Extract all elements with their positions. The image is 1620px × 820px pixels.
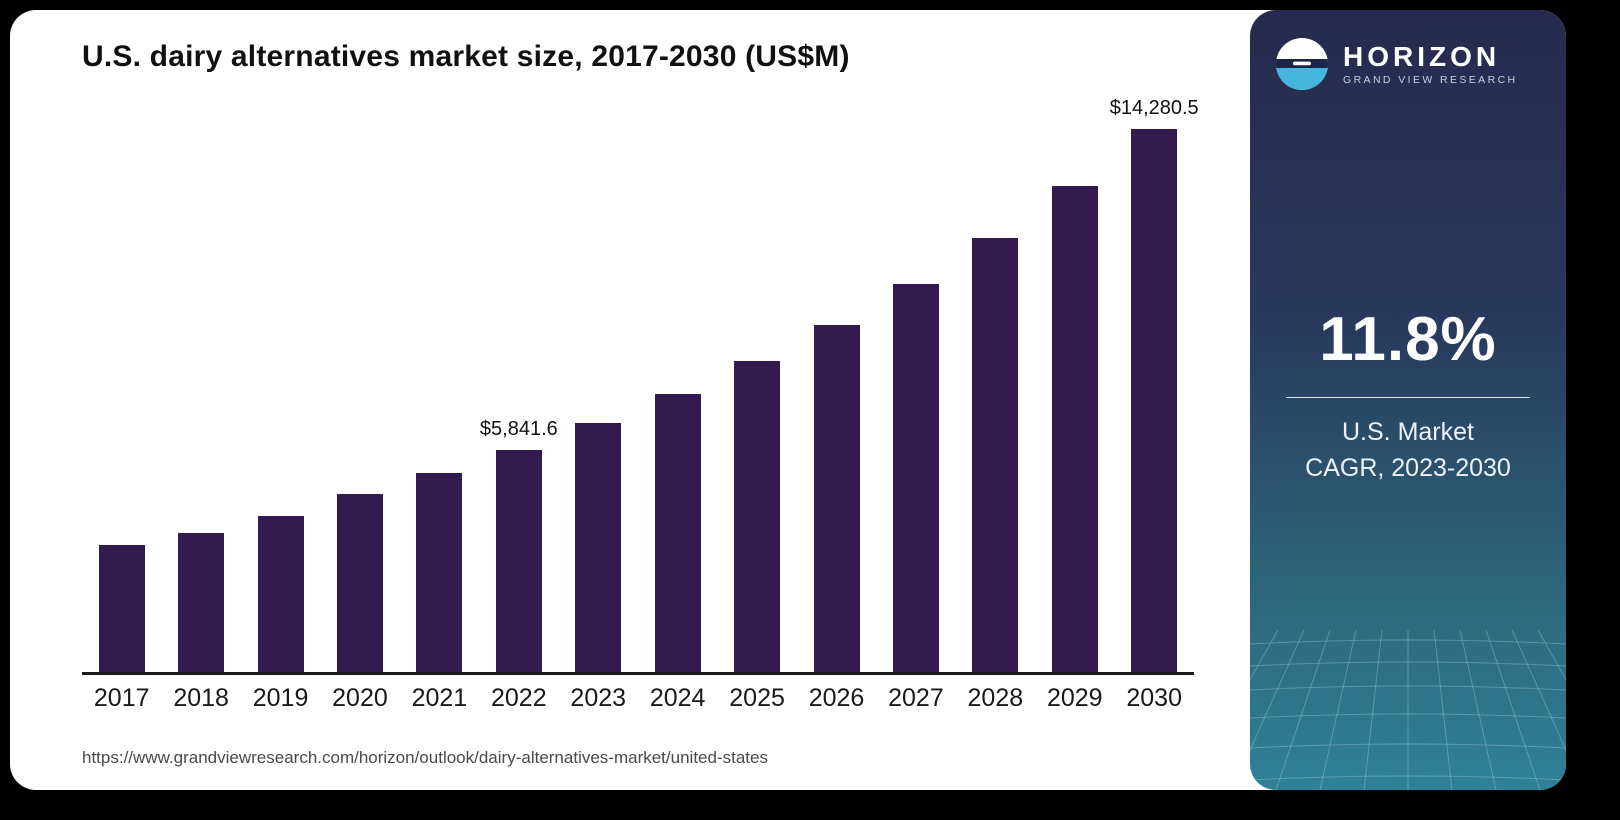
brand-panel: HORIZON GRAND VIEW RESEARCH 11.8% U.S. M… — [1250, 10, 1566, 790]
brand-logo-row: HORIZON GRAND VIEW RESEARCH — [1250, 10, 1566, 92]
bar-2024 — [654, 393, 701, 672]
x-tick-2021: 2021 — [411, 684, 468, 712]
bar-2018 — [178, 532, 225, 672]
x-tick-2017: 2017 — [93, 684, 150, 712]
bar-column-2023 — [559, 423, 638, 672]
bar-column-2024 — [638, 393, 717, 672]
bar-column-2022: $5,841.6 — [479, 418, 558, 672]
x-tick-2018: 2018 — [173, 684, 229, 712]
chart-title: U.S. dairy alternatives market size, 201… — [82, 40, 850, 73]
bar-2028 — [972, 237, 1019, 672]
x-tick-2023: 2023 — [570, 684, 627, 712]
bar-column-2025 — [717, 361, 796, 672]
plot-area: $5,841.6 $14,280.5 — [82, 78, 1199, 675]
stat-caption-line2: CAGR, 2023-2030 — [1305, 454, 1511, 483]
bar-2025 — [734, 361, 781, 672]
bar-2030 — [1131, 129, 1178, 672]
source-url: https://www.grandviewresearch.com/horizo… — [82, 748, 768, 767]
bar-2027 — [892, 283, 939, 672]
data-label-2022: $5,841.6 — [479, 417, 558, 440]
x-tick-2022: 2022 — [491, 684, 547, 712]
x-tick-2020: 2020 — [332, 684, 388, 712]
stat-value: 11.8% — [1319, 305, 1497, 374]
bar-2029 — [1051, 186, 1098, 672]
stat-block: 11.8% U.S. Market CAGR, 2023-2030 — [1250, 304, 1566, 487]
data-label-2030: $14,280.5 — [1109, 97, 1199, 119]
bar-column-2017 — [82, 544, 161, 672]
x-tick-2030: 2030 — [1126, 684, 1182, 712]
bar-2023 — [575, 423, 622, 672]
bar-2022 — [495, 449, 542, 672]
x-tick-2019: 2019 — [252, 684, 309, 712]
stat-caption-line1: U.S. Market — [1342, 418, 1474, 446]
bar-2019 — [257, 515, 304, 672]
bar-column-2029 — [1035, 186, 1114, 672]
brand-subtitle: GRAND VIEW RESEARCH — [1343, 74, 1518, 87]
bar-2020 — [336, 493, 383, 672]
stat-divider — [1286, 397, 1530, 398]
x-tick-2029: 2029 — [1046, 684, 1103, 712]
bar-column-2028 — [956, 237, 1035, 672]
bar-column-2027 — [876, 283, 955, 672]
bar-column-2030: $14,280.5 — [1110, 97, 1199, 672]
x-tick-2025: 2025 — [729, 684, 785, 712]
horizon-logo-icon — [1276, 38, 1328, 90]
brand-text: HORIZON GRAND VIEW RESEARCH — [1343, 40, 1518, 87]
stat-caption: U.S. Market CAGR, 2023-2030 — [1250, 414, 1566, 487]
x-axis-labels: 2017 2018 2019 2020 2021 2022 2023 2024 2025 2026… — [82, 684, 1194, 713]
bar-2021 — [416, 472, 463, 672]
bar-2017 — [98, 544, 145, 672]
bar-column-2021 — [400, 472, 479, 672]
x-tick-2024: 2024 — [649, 684, 706, 712]
bar-column-2020 — [320, 493, 399, 672]
bar-column-2019 — [241, 515, 320, 672]
bar-column-2026 — [797, 324, 876, 672]
x-tick-2028: 2028 — [967, 684, 1024, 712]
brand-name: HORIZON — [1343, 40, 1501, 72]
perspective-grid-decoration — [1250, 630, 1566, 790]
x-tick-2026: 2026 — [808, 684, 865, 712]
bar-2026 — [813, 324, 860, 672]
x-tick-2027: 2027 — [888, 684, 944, 712]
bar-column-2018 — [161, 532, 240, 672]
